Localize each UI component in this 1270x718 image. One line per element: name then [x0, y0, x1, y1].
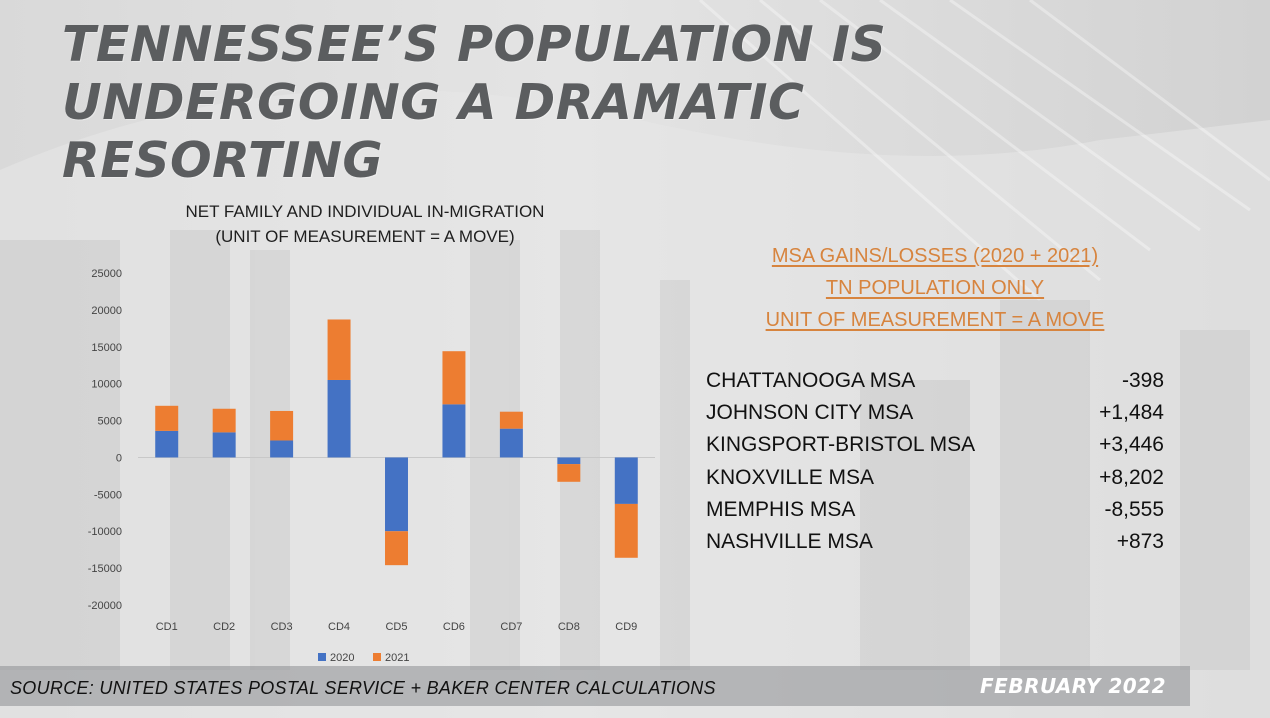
bar-cd1-2021: [155, 405, 179, 431]
date-label: FEBRUARY 2022: [980, 674, 1166, 698]
bar-cd6-2020: [442, 404, 466, 458]
msa-value: +8,202: [1099, 465, 1164, 489]
y-tick-label: 5000: [98, 416, 122, 428]
msa-value: -8,555: [1104, 497, 1164, 521]
y-tick-label: 0: [116, 452, 122, 464]
msa-heading-line: TN POPULATION ONLY: [825, 277, 1045, 299]
bar-cd2-2021: [212, 408, 236, 433]
msa-row: CHATTANOOGA MSA -398: [706, 365, 1166, 397]
msa-heading: MSA GAINS/LOSSES (2020 + 2021) TN POPULA…: [700, 240, 1170, 336]
x-tick-label: CD7: [500, 621, 522, 633]
msa-name: MEMPHIS MSA: [706, 497, 856, 521]
bar-cd9-2020: [614, 457, 638, 504]
msa-name: CHATTANOOGA MSA: [706, 369, 916, 392]
msa-row: NASHVILLE MSA +873: [706, 526, 1166, 558]
bar-cd8-2021: [557, 464, 581, 482]
msa-row: KNOXVILLE MSA +8,202: [706, 462, 1166, 494]
msa-row: KINGSPORT-BRISTOL MSA +3,446: [706, 429, 1166, 461]
msa-heading-line: MSA GAINS/LOSSES (2020 + 2021): [771, 245, 1099, 267]
msa-name: KNOXVILLE MSA: [706, 465, 875, 489]
x-tick-label: CD3: [271, 621, 293, 633]
y-tick-label: 15000: [91, 342, 122, 354]
chart-title: NET FAMILY AND INDIVIDUAL IN-MIGRATION (…: [120, 199, 610, 249]
msa-name: JOHNSON CITY MSA: [706, 401, 914, 425]
bar-cd4-2021: [327, 319, 351, 380]
bar-cd9-2021: [614, 503, 638, 558]
slide-title-line: UNDERGOING A DRAMATIC: [62, 74, 805, 131]
migration-bar-chart: 25000 20000 15000 10000 5000 0 -5000 -10000 -150…: [88, 268, 655, 664]
chart-title-line: NET FAMILY AND INDIVIDUAL IN-MIGRATION: [185, 202, 545, 221]
chart-subtitle-line: (UNIT OF MEASUREMENT = A MOVE): [215, 227, 515, 246]
legend-label: 2021: [385, 652, 409, 664]
x-tick-label: CD4: [328, 621, 350, 633]
y-tick-label: -15000: [88, 563, 122, 575]
bar-cd3-2020: [270, 440, 294, 458]
y-tick-label: -5000: [94, 489, 122, 501]
x-tick-label: CD9: [615, 621, 637, 633]
bar-cd1-2020: [155, 430, 179, 458]
x-tick-label: CD1: [156, 621, 178, 633]
msa-heading-line: UNIT OF MEASUREMENT = A MOVE: [765, 309, 1105, 331]
msa-value: +3,446: [1099, 433, 1164, 457]
y-tick-label: 10000: [91, 379, 122, 391]
y-tick-label: 25000: [91, 268, 122, 280]
bar-cd7-2021: [499, 411, 523, 429]
msa-name: NASHVILLE MSA: [706, 530, 873, 554]
slide-title-line: RESORTING: [62, 132, 384, 189]
legend-label: 2020: [330, 652, 354, 664]
y-tick-label: -20000: [88, 600, 122, 612]
slide-title: TENNESSEE’S POPULATION IS UNDERGOING A D…: [62, 16, 1042, 190]
y-tick-label: -10000: [88, 526, 122, 538]
msa-name: KINGSPORT-BRISTOL MSA: [706, 433, 976, 457]
msa-table: CHATTANOOGA MSA -398 JOHNSON CITY MSA +1…: [706, 365, 1166, 558]
footer-bar: [0, 666, 1190, 706]
x-tick-label: CD6: [443, 621, 465, 633]
x-tick-label: CD2: [213, 621, 235, 633]
x-tick-label: CD5: [385, 621, 407, 633]
msa-value: +873: [1116, 530, 1164, 554]
msa-value: +1,484: [1099, 401, 1164, 425]
source-note: SOURCE: UNITED STATES POSTAL SERVICE + B…: [10, 678, 716, 698]
slide-title-line: TENNESSEE’S POPULATION IS: [62, 16, 887, 73]
bar-cd2-2020: [212, 432, 236, 458]
msa-row: MEMPHIS MSA -8,555: [706, 494, 1166, 526]
legend-swatch: [318, 653, 326, 661]
bar-cd6-2021: [442, 351, 466, 405]
y-tick-label: 20000: [91, 305, 122, 317]
bar-cd5-2020: [385, 457, 408, 532]
msa-value: -398: [1121, 369, 1164, 392]
bar-cd8-2020: [557, 457, 581, 465]
bar-cd4-2020: [327, 379, 351, 458]
legend-swatch: [373, 653, 381, 661]
bar-cd7-2020: [499, 428, 523, 458]
bar-cd5-2021: [385, 531, 408, 566]
bar-cd3-2021: [270, 410, 294, 441]
msa-row: JOHNSON CITY MSA +1,484: [706, 397, 1166, 429]
x-tick-label: CD8: [558, 621, 580, 633]
